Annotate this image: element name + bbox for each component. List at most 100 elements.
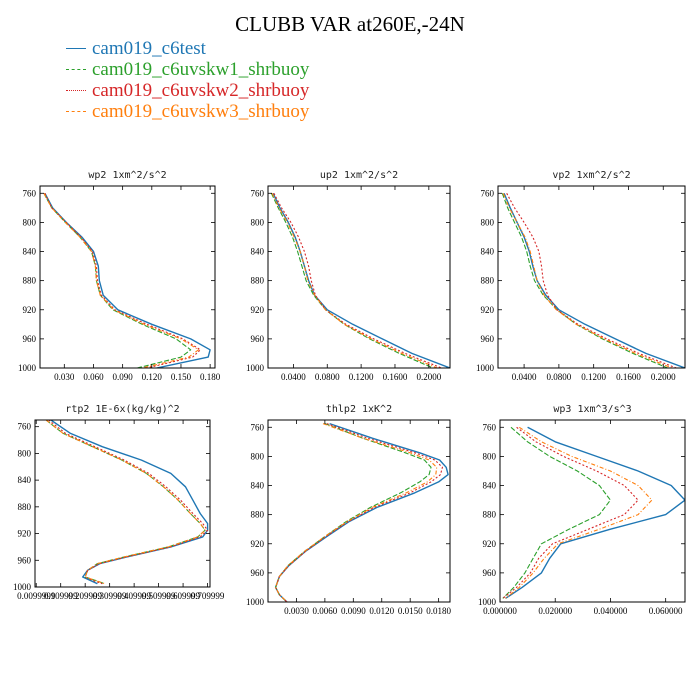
series-line-4: [275, 423, 438, 602]
x-tick-label: 0.509999: [142, 591, 176, 601]
y-tick-label: 880: [23, 276, 37, 286]
y-tick-label: 1000: [18, 363, 37, 373]
y-tick-label: 840: [23, 247, 37, 257]
series-line-2: [45, 420, 206, 585]
y-tick-label: 800: [483, 451, 497, 461]
legend-label-uvskw1: cam019_c6uvskw1_shrbuoy: [92, 59, 310, 80]
chart-panel: wp3 1xm^3/s^3 760 800 840 880 920 960 10000.000…: [478, 404, 686, 616]
y-tick-label: 760: [483, 422, 497, 432]
series-line-4: [43, 193, 200, 368]
legend-label-uvskw3: cam019_c6uvskw3_shrbuoy: [92, 101, 310, 122]
x-tick-label: 0.030: [54, 372, 75, 382]
x-tick-label: 0.0800: [547, 372, 572, 382]
y-tick-label: 920: [251, 305, 265, 315]
x-tick-label: 0.1600: [383, 372, 408, 382]
plot-frame: [497, 185, 686, 369]
y-tick-label: 920: [483, 539, 497, 549]
x-tick-label: 0.209999: [68, 591, 102, 601]
x-tick-label: 0.020000: [538, 606, 572, 616]
x-tick-label: 0.040000: [594, 606, 628, 616]
x-tick-label: 0.2000: [651, 372, 676, 382]
x-tick-label: 0.0400: [281, 372, 306, 382]
legend-swatch-uvskw2: [66, 90, 86, 91]
plot-frame: [39, 185, 216, 369]
y-tick-label: 760: [18, 422, 32, 432]
plot-frame: [499, 419, 686, 603]
plot-frame: [267, 419, 451, 603]
x-tick-label: 0.0400: [512, 372, 537, 382]
y-tick-label: 920: [18, 529, 32, 539]
y-tick-label: 840: [481, 247, 495, 257]
series-group: [501, 193, 685, 368]
legend-item: cam019_c6test: [66, 38, 309, 59]
y-tick-label: 840: [251, 481, 265, 491]
x-tick-label: 0.609999: [166, 591, 200, 601]
x-tick-label: 0.0800: [315, 372, 340, 382]
series-line-3: [502, 426, 639, 599]
y-tick-label: 840: [483, 481, 497, 491]
x-tick-label: 0.090: [113, 372, 134, 382]
x-tick-label: 0.1600: [616, 372, 641, 382]
y-tick-label: 920: [23, 305, 37, 315]
plot-frame: [267, 185, 451, 369]
series-line-1: [503, 193, 685, 368]
series-group: [43, 192, 211, 368]
series-group: [45, 420, 209, 585]
series-line-4: [505, 426, 653, 599]
y-tick-label: 960: [483, 568, 497, 578]
x-tick-label: 0.060000: [649, 606, 683, 616]
x-tick-label: 0.2000: [416, 372, 441, 382]
x-tick-label: 0.000000: [483, 606, 517, 616]
series-group: [502, 426, 685, 599]
y-tick-label: 920: [251, 539, 265, 549]
chart-panel: thlp2 1xK^2 760 800 840 880 920 960 1000 0.0030 0…: [246, 404, 452, 616]
x-tick-label: 0.120: [142, 372, 163, 382]
x-tick-label: 0.0120: [369, 606, 394, 616]
y-tick-label: 800: [251, 451, 265, 461]
panel-title: vp2 1xm^2/s^2: [552, 170, 630, 181]
y-tick-label: 1000: [246, 597, 265, 607]
x-tick-label: 0.0150: [398, 606, 423, 616]
y-tick-label: 920: [481, 305, 495, 315]
chart-panel: rtp2 1E-6x(kg/kg)^2 760 800 840 880 920 960 100…: [13, 404, 225, 601]
panel-title: up2 1xm^2/s^2: [320, 170, 398, 181]
x-tick-label: 0.409999: [117, 591, 151, 601]
series-line-1: [505, 426, 685, 599]
panel-title: thlp2 1xK^2: [326, 404, 392, 415]
chart-panel: vp2 1xm^2/s^2 760 800 840 880 920 960 1000 0.040…: [476, 170, 686, 382]
y-tick-label: 880: [251, 276, 265, 286]
y-tick-label: 1000: [13, 582, 32, 592]
y-tick-label: 960: [481, 334, 495, 344]
series-line-2: [502, 426, 611, 599]
legend-label-c6test: cam019_c6test: [92, 38, 206, 59]
x-tick-label: 0.309999: [93, 591, 127, 601]
series-line-3: [275, 423, 443, 602]
series-line-1: [272, 193, 450, 368]
series-line-2: [43, 193, 192, 368]
series-line-3: [273, 193, 442, 368]
panel-title: rtp2 1E-6x(kg/kg)^2: [65, 404, 179, 415]
y-tick-label: 1000: [476, 363, 495, 373]
series-line-2: [270, 193, 434, 368]
series-group: [270, 193, 450, 368]
y-tick-label: 800: [481, 217, 495, 227]
y-tick-label: 760: [481, 188, 495, 198]
y-tick-label: 840: [251, 247, 265, 257]
series-line-4: [271, 193, 438, 368]
legend-label-uvskw2: cam019_c6uvskw2_shrbuoy: [92, 80, 310, 101]
x-tick-label: 0.060: [83, 372, 104, 382]
y-tick-label: 800: [251, 217, 265, 227]
y-tick-label: 840: [18, 475, 32, 485]
y-tick-label: 800: [18, 448, 32, 458]
x-tick-label: 0.0180: [426, 606, 451, 616]
y-tick-label: 1000: [246, 363, 265, 373]
legend-item: cam019_c6uvskw3_shrbuoy: [66, 101, 309, 122]
y-tick-label: 760: [251, 422, 265, 432]
x-tick-label: 0.1200: [581, 372, 606, 382]
x-tick-label: 0.109999: [44, 591, 78, 601]
legend-item: cam019_c6uvskw2_shrbuoy: [66, 80, 309, 101]
x-tick-label: 0.180: [200, 372, 221, 382]
x-tick-label: 0.0030: [284, 606, 309, 616]
legend-swatch-uvskw3: [66, 111, 86, 112]
y-tick-label: 880: [18, 502, 32, 512]
